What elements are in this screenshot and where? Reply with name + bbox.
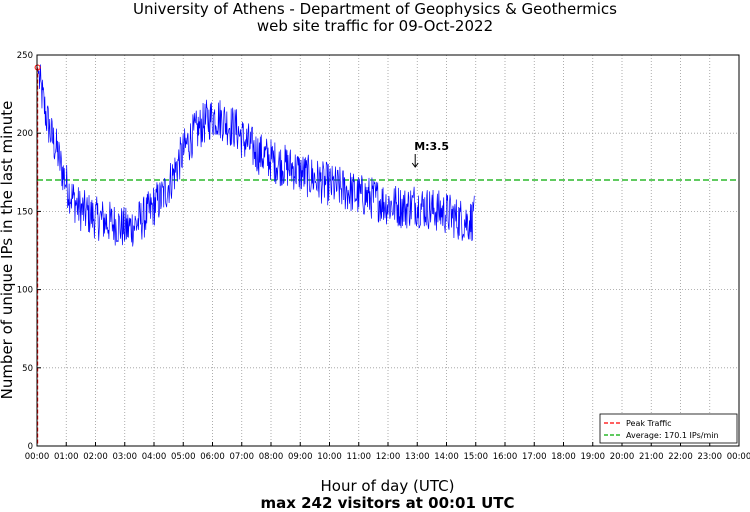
y-axis-label: Number of unique IPs in the last minute xyxy=(0,101,16,400)
x-tick-label: 07:00 xyxy=(230,452,255,462)
peak-marker xyxy=(34,64,41,71)
x-tick-label: 02:00 xyxy=(83,452,108,462)
y-tick-label: 0 xyxy=(28,442,33,452)
y-tick-label: 250 xyxy=(17,51,33,61)
x-tick-label: 11:00 xyxy=(347,452,372,462)
axes-ticks: 00:00 01:00 02:00 03:00 04:00 05:00 06:00 07:00… xyxy=(17,51,750,462)
y-tick-label: 100 xyxy=(17,286,33,296)
y-tick-label: 150 xyxy=(17,207,33,217)
legend-average-label: Average: 170.1 IPs/min xyxy=(626,431,719,440)
x-tick-label: 19:00 xyxy=(581,452,606,462)
x-tick-label: 16:00 xyxy=(493,452,518,462)
y-tick-label: 50 xyxy=(22,364,33,374)
x-tick-label: 06:00 xyxy=(200,452,225,462)
x-axis-sublabel: max 242 visitors at 00:01 UTC xyxy=(260,494,515,512)
x-tick-label: 08:00 xyxy=(259,452,284,462)
x-tick-label: 03:00 xyxy=(113,452,138,462)
legend-box xyxy=(599,413,738,444)
magnitude-annotation: M:3.5 xyxy=(411,140,449,168)
x-tick-label: 18:00 xyxy=(551,452,576,462)
x-tick-label: 00:00 xyxy=(727,452,750,462)
plot-series xyxy=(34,64,739,446)
chart-subtitle: web site traffic for 09-Oct-2022 xyxy=(256,17,494,35)
x-tick-label: 14:00 xyxy=(434,452,459,462)
x-tick-label: 00:00 xyxy=(25,452,50,462)
x-tick-label: 01:00 xyxy=(54,452,79,462)
annotation-label: M:3.5 xyxy=(414,140,449,153)
y-tick-label: 200 xyxy=(17,129,33,139)
x-tick-label: 09:00 xyxy=(288,452,313,462)
x-tick-label: 04:00 xyxy=(142,452,167,462)
chart-title: University of Athens - Department of Geo… xyxy=(133,0,617,18)
x-tick-label: 13:00 xyxy=(405,452,430,462)
x-tick-label: 12:00 xyxy=(376,452,401,462)
x-tick-label: 17:00 xyxy=(522,452,547,462)
x-tick-label: 15:00 xyxy=(464,452,489,462)
x-tick-label: 22:00 xyxy=(668,452,693,462)
x-axis-label: Hour of day (UTC) xyxy=(320,477,455,495)
legend-peak-label: Peak Traffic xyxy=(626,419,672,428)
arrowhead-icon xyxy=(411,162,419,168)
x-tick-label: 10:00 xyxy=(317,452,342,462)
x-tick-label: 21:00 xyxy=(639,452,664,462)
x-tick-label: 20:00 xyxy=(610,452,635,462)
x-tick-label: 05:00 xyxy=(171,452,196,462)
legend: Peak Traffic Average: 170.1 IPs/min xyxy=(599,413,738,444)
traffic-series-line xyxy=(37,64,475,247)
x-tick-label: 23:00 xyxy=(698,452,723,462)
